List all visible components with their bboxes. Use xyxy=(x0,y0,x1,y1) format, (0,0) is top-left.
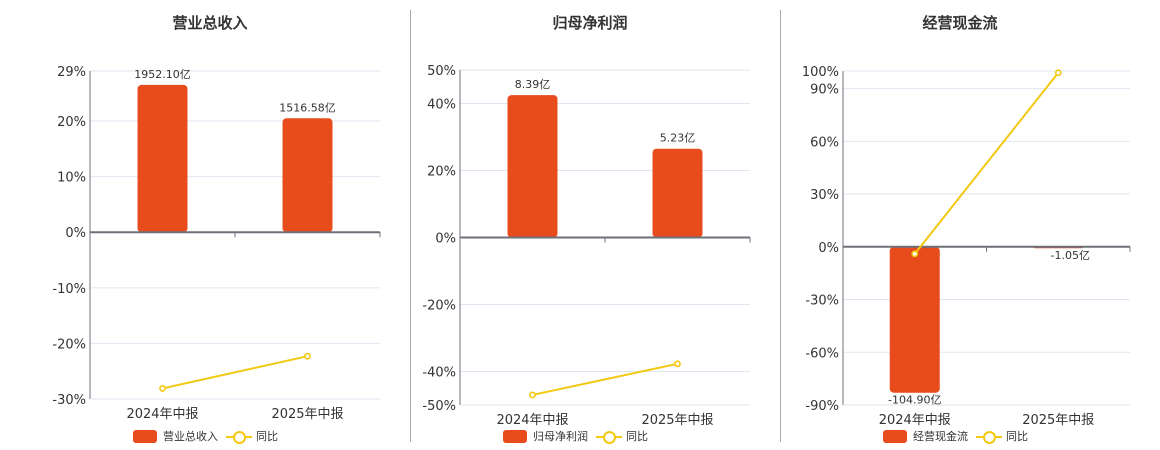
bar[interactable] xyxy=(282,118,333,233)
chart-plot: 29% 20% 10% 0% -10% -20% -30% 1952.10亿 1516.58亿 2… xyxy=(52,65,381,422)
y-tick-label: -20% xyxy=(52,337,86,352)
y-tick-label: -90% xyxy=(805,399,839,414)
yoy-point[interactable] xyxy=(304,352,311,360)
y-tick-label: 90% xyxy=(810,83,839,98)
yoy-point[interactable] xyxy=(674,360,681,368)
legend-bar-label[interactable]: 归母净利润 xyxy=(533,430,588,443)
chart-legend: 营业总收入 同比 xyxy=(133,428,278,444)
x-category-label: 2025年中报 xyxy=(641,413,713,428)
legend-bar-swatch-icon[interactable] xyxy=(883,429,907,443)
chart-title: 归母净利润 xyxy=(552,14,628,32)
chart-legend: 经营现金流 同比 xyxy=(883,428,1028,444)
y-tick-label: 0% xyxy=(65,226,86,241)
x-category-label: 2024年中报 xyxy=(496,413,568,428)
y-tick-label: 100% xyxy=(802,65,839,80)
y-tick-label: -50% xyxy=(422,399,456,414)
bar[interactable] xyxy=(507,95,558,238)
panel-divider xyxy=(780,10,781,442)
y-tick-label: 40% xyxy=(427,98,456,113)
y-tick-label: 0% xyxy=(435,232,456,247)
y-tick-label: -20% xyxy=(422,299,456,314)
legend-line-marker-icon[interactable] xyxy=(976,430,1002,444)
x-category-label: 2025年中报 xyxy=(271,407,343,422)
chart-panel-net-profit: 归母净利润 50% 40% 20% 0% -20% -40% -50% 8.39亿 5.23亿 2… xyxy=(422,14,751,444)
y-tick-label: 20% xyxy=(427,165,456,180)
yoy-line xyxy=(532,362,678,396)
bar-value-label: 8.39亿 xyxy=(515,78,551,91)
bar[interactable] xyxy=(889,246,940,393)
bar-value-label: 5.23亿 xyxy=(660,132,696,145)
bar-value-label: 1516.58亿 xyxy=(279,101,336,114)
legend-line-marker-icon[interactable] xyxy=(226,430,252,444)
bar-value-label: -1.05亿 xyxy=(1051,249,1090,262)
yoy-line xyxy=(913,72,1060,255)
yoy-point[interactable] xyxy=(911,250,919,258)
y-tick-label: -40% xyxy=(422,366,456,381)
legend-bar-swatch-icon[interactable] xyxy=(503,429,527,443)
yoy-point[interactable] xyxy=(1054,69,1062,77)
y-tick-label: -10% xyxy=(52,282,86,297)
legend-bar-label[interactable]: 经营现金流 xyxy=(913,430,968,443)
chart-legend: 归母净利润 同比 xyxy=(503,428,648,444)
legend-bar-swatch-icon[interactable] xyxy=(133,429,157,443)
legend-line-label[interactable]: 同比 xyxy=(1006,430,1028,443)
panel-divider xyxy=(410,10,411,442)
chart-plot: 50% 40% 20% 0% -20% -40% -50% 8.39亿 5.23亿 2024年中报… xyxy=(422,64,751,428)
x-category-label: 2025年中报 xyxy=(1022,413,1094,428)
y-tick-label: 20% xyxy=(57,115,86,130)
y-tick-label: 10% xyxy=(57,171,86,186)
chart-title: 营业总收入 xyxy=(172,14,248,32)
bar-value-label: -104.90亿 xyxy=(888,394,941,407)
yoy-point[interactable] xyxy=(529,391,536,399)
x-category-label: 2024年中报 xyxy=(879,413,951,428)
legend-bar-label[interactable]: 营业总收入 xyxy=(163,430,218,443)
x-category-label: 2024年中报 xyxy=(126,407,198,422)
y-tick-label: 60% xyxy=(810,135,839,150)
chart-panel-revenue: 营业总收入 29% 20% 10% 0% -10% -20% -30% 1952.10亿 151… xyxy=(0,0,400,450)
legend-line-label[interactable]: 同比 xyxy=(626,430,648,443)
y-tick-label: 0% xyxy=(818,241,839,256)
y-tick-label: -60% xyxy=(805,346,839,361)
legend-line-label[interactable]: 同比 xyxy=(256,430,278,443)
y-tick-label: 50% xyxy=(427,64,456,79)
yoy-point[interactable] xyxy=(159,385,166,392)
bar[interactable] xyxy=(652,148,703,238)
chart-title: 经营现金流 xyxy=(922,14,998,32)
y-tick-label: -30% xyxy=(52,393,86,408)
y-tick-label: 29% xyxy=(57,65,86,80)
bar[interactable] xyxy=(137,84,188,233)
yoy-line xyxy=(162,355,308,390)
legend-line-marker-icon[interactable] xyxy=(596,430,622,444)
bar-value-label: 1952.10亿 xyxy=(134,68,191,81)
y-tick-label: 30% xyxy=(810,188,839,203)
y-tick-label: -30% xyxy=(805,294,839,309)
